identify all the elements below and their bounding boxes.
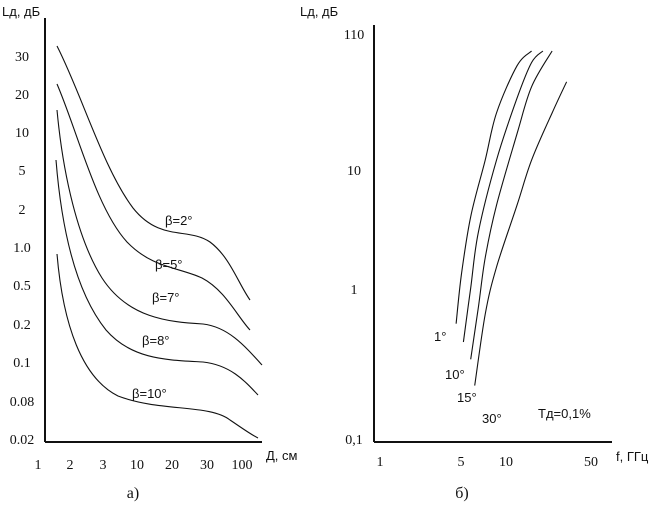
chart-a-x-tick: 3 [100, 458, 107, 473]
chart-a-x-tick: 10 [130, 458, 144, 473]
chart-a-x-tick: 20 [165, 458, 179, 473]
chart-b-y-tick: 110 [344, 28, 364, 43]
chart-a-y-title: Lд, дБ [2, 4, 40, 19]
curve-angle-1 [455, 50, 532, 324]
chart-b-x-tick: 1 [377, 455, 384, 470]
curve-beta-2 [56, 45, 251, 301]
curve-angle-4 [474, 81, 568, 386]
curve-label: 10° [445, 367, 465, 382]
chart-a-y-tick: 10 [15, 126, 29, 141]
chart-b-panel-label: б) [455, 485, 468, 502]
curve-label: 1° [434, 329, 446, 344]
chart-a-x-tick: 1 [35, 458, 42, 473]
curve-beta-10 [56, 253, 259, 439]
chart-a: Lд, дБ Д, см 30 20 10 5 2 1.0 0.5 0.2 0.… [2, 4, 298, 502]
chart-b-x-title: f, ГГц [616, 449, 649, 464]
chart-a-y-tick: 20 [15, 88, 29, 103]
chart-a-y-tick: 1.0 [13, 241, 31, 256]
curve-label: 15° [457, 390, 477, 405]
curve-label: β=7° [152, 290, 180, 305]
chart-b-annotation: Тд=0,1% [538, 406, 591, 421]
chart-a-y-tick: 30 [15, 50, 29, 65]
curve-angle-2 [462, 50, 544, 343]
chart-a-y-tick: 0.5 [13, 279, 31, 294]
chart-b-marks [455, 50, 568, 386]
curve-label: β=2° [165, 213, 193, 228]
curve-angle-3 [470, 50, 553, 360]
chart-b: Lд, дБ f, ГГц 110 10 1 0,1 1 5 10 50 1° … [300, 4, 649, 502]
chart-a-x-tick: 30 [200, 458, 214, 473]
curve-beta-8 [55, 159, 259, 396]
chart-a-x-tick: 2 [67, 458, 74, 473]
chart-b-y-title: Lд, дБ [300, 4, 338, 19]
chart-a-panel-label: а) [127, 485, 139, 502]
curve-label: β=10° [132, 386, 167, 401]
chart-b-y-tick: 0,1 [345, 433, 363, 448]
curve-label: 30° [482, 411, 502, 426]
chart-a-y-tick: 5 [19, 164, 26, 179]
chart-a-y-tick: 0.08 [10, 395, 35, 410]
chart-a-y-tick: 0.02 [10, 433, 35, 448]
curve-beta-5 [56, 83, 251, 331]
chart-a-x-title: Д, см [266, 448, 298, 463]
chart-a-x-tick: 100 [232, 458, 253, 473]
curve-beta-7 [56, 109, 263, 366]
chart-b-y-tick: 1 [351, 283, 358, 298]
curve-label: β=5° [155, 257, 183, 272]
curve-label: β=8° [142, 333, 170, 348]
chart-a-y-tick: 0.2 [13, 318, 31, 333]
chart-b-x-tick: 10 [499, 455, 513, 470]
chart-a-y-tick: 2 [19, 203, 26, 218]
chart-a-y-tick: 0.1 [13, 356, 31, 371]
chart-b-x-tick: 5 [458, 455, 465, 470]
chart-b-y-tick: 10 [347, 164, 361, 179]
chart-b-x-tick: 50 [584, 455, 598, 470]
